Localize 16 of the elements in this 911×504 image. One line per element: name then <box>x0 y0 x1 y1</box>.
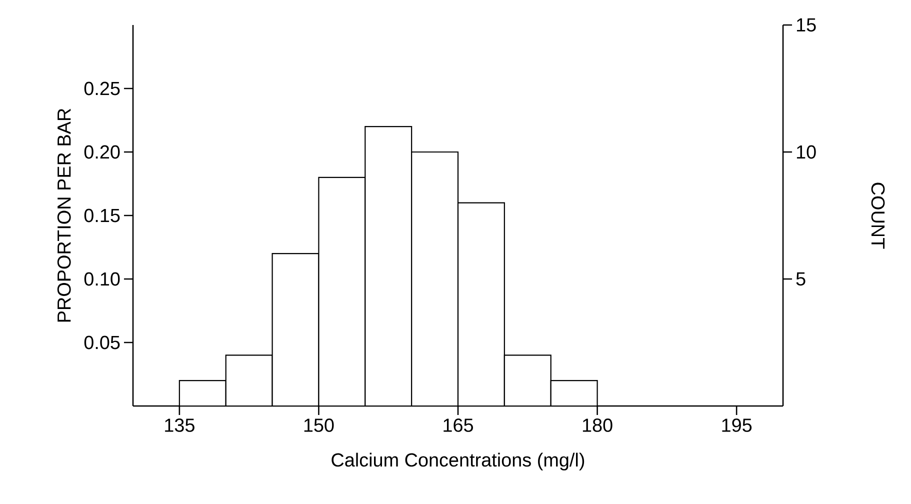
x-tick-label: 135 <box>165 418 194 432</box>
x-tick-label: 195 <box>722 418 752 432</box>
y2-tick-label: 5 <box>796 272 806 286</box>
y-tick-label: 0.15 <box>84 208 120 222</box>
y2-axis-title: COUNT <box>871 182 885 249</box>
y2-tick-label: 15 <box>796 18 816 32</box>
y-axis-title: PROPORTION PER BAR <box>57 108 71 322</box>
y-tick-label: 0.05 <box>84 336 120 350</box>
x-tick-label: 150 <box>304 418 334 432</box>
y-tick-label: 0.25 <box>84 82 120 96</box>
x-tick-label: 165 <box>444 418 473 432</box>
x-axis-title: Calcium Concentrations (mg/l) <box>332 452 584 470</box>
y2-tick-label: 10 <box>796 145 816 159</box>
y-tick-label: 0.20 <box>84 145 120 159</box>
y-tick-label: 0.10 <box>84 272 120 286</box>
x-tick-label: 180 <box>582 418 612 432</box>
